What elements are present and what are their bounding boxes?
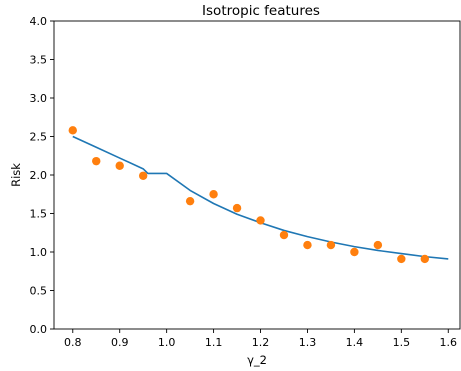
x-tick-label: 1.6 bbox=[440, 336, 458, 349]
x-tick-label: 1.0 bbox=[158, 336, 176, 349]
y-tick-label: 0.5 bbox=[30, 285, 48, 298]
risk-point bbox=[326, 240, 336, 250]
x-tick-label: 1.2 bbox=[252, 336, 270, 349]
x-tick-label: 1.5 bbox=[393, 336, 411, 349]
x-tick-label: 0.8 bbox=[64, 336, 82, 349]
y-tick-label: 3.5 bbox=[30, 54, 48, 67]
y-axis-label: Risk bbox=[9, 163, 23, 187]
x-tick-label: 1.4 bbox=[346, 336, 364, 349]
chart-title: Isotropic features bbox=[202, 3, 320, 19]
y-tick-label: 3.0 bbox=[30, 92, 48, 105]
x-tick-label: 1.1 bbox=[205, 336, 223, 349]
risk-point bbox=[420, 254, 429, 264]
risk-point bbox=[115, 161, 124, 170]
risk-point bbox=[138, 171, 148, 180]
risk-point bbox=[279, 230, 289, 240]
risk-point bbox=[256, 216, 265, 225]
risk-point bbox=[350, 247, 359, 257]
series-layer bbox=[68, 126, 449, 264]
x-tick-label: 1.3 bbox=[299, 336, 317, 349]
risk-point bbox=[209, 190, 218, 199]
risk-point bbox=[185, 196, 195, 206]
y-tick-label: 4.0 bbox=[30, 15, 48, 28]
axis-layer: 0.8 0.9 1.0 1.1 1.2 1.3 1.4 1.5 1.6 0.0 0.5 1.0 1.5 2… bbox=[30, 15, 458, 349]
risk-point bbox=[373, 240, 383, 250]
plot-frame bbox=[53, 20, 461, 330]
risk-point bbox=[303, 240, 312, 250]
y-tick-label: 1.5 bbox=[30, 208, 48, 221]
risk-point bbox=[397, 254, 406, 264]
x-axis-label: γ_2 bbox=[247, 353, 267, 367]
x-tick-label: 0.9 bbox=[111, 336, 129, 349]
y-tick-label: 2.0 bbox=[30, 169, 48, 182]
y-tick-label: 0.0 bbox=[30, 323, 48, 336]
y-tick-label: 2.5 bbox=[30, 131, 48, 144]
risk-curve-line bbox=[72, 135, 449, 260]
risk-point bbox=[232, 203, 242, 213]
risk-point bbox=[92, 156, 101, 166]
y-tick-label: 1.0 bbox=[30, 246, 48, 259]
risk-point bbox=[68, 126, 77, 135]
